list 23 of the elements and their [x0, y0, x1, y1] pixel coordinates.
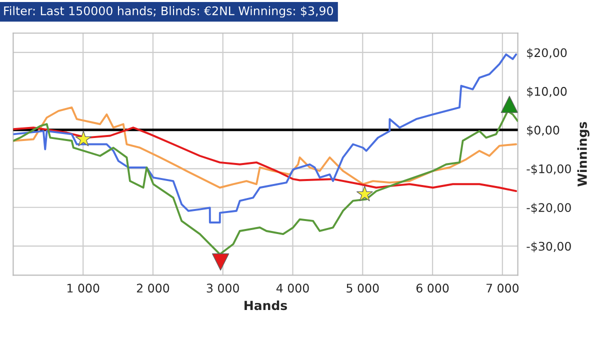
x-axis-title: Hands: [244, 300, 287, 310]
y-tick-label: $10,00: [527, 86, 567, 98]
point: [75, 130, 92, 146]
y-axis-title: Winnings: [577, 122, 590, 186]
y-tick-label: -$10,00: [526, 164, 571, 175]
x-tick-label: 1 000: [67, 284, 100, 293]
y-tick-label: $20,00: [527, 48, 567, 59]
point: [356, 186, 373, 202]
point: [212, 253, 230, 271]
y-tick-label: $0,00: [527, 125, 560, 136]
line-series: [13, 106, 518, 189]
line-series: [13, 53, 518, 224]
x-tick-label: 2 000: [136, 284, 170, 293]
x-tick-label: 4 000: [276, 284, 309, 293]
x-tick-label: 7 000: [486, 284, 519, 293]
x-tick-label: 3 000: [206, 284, 239, 293]
x-tick-label: 6 000: [416, 284, 449, 293]
y-tick-label: -$20,00: [526, 202, 571, 214]
x-tick-label: 5 000: [346, 284, 379, 293]
point: [500, 96, 518, 113]
line-series: [13, 126, 518, 192]
y-tick-label: -$30,00: [526, 242, 571, 252]
chart-title: Filter: Last 150000 hands; Blinds: €2NL Winnings: $3,90: [4, 6, 333, 18]
